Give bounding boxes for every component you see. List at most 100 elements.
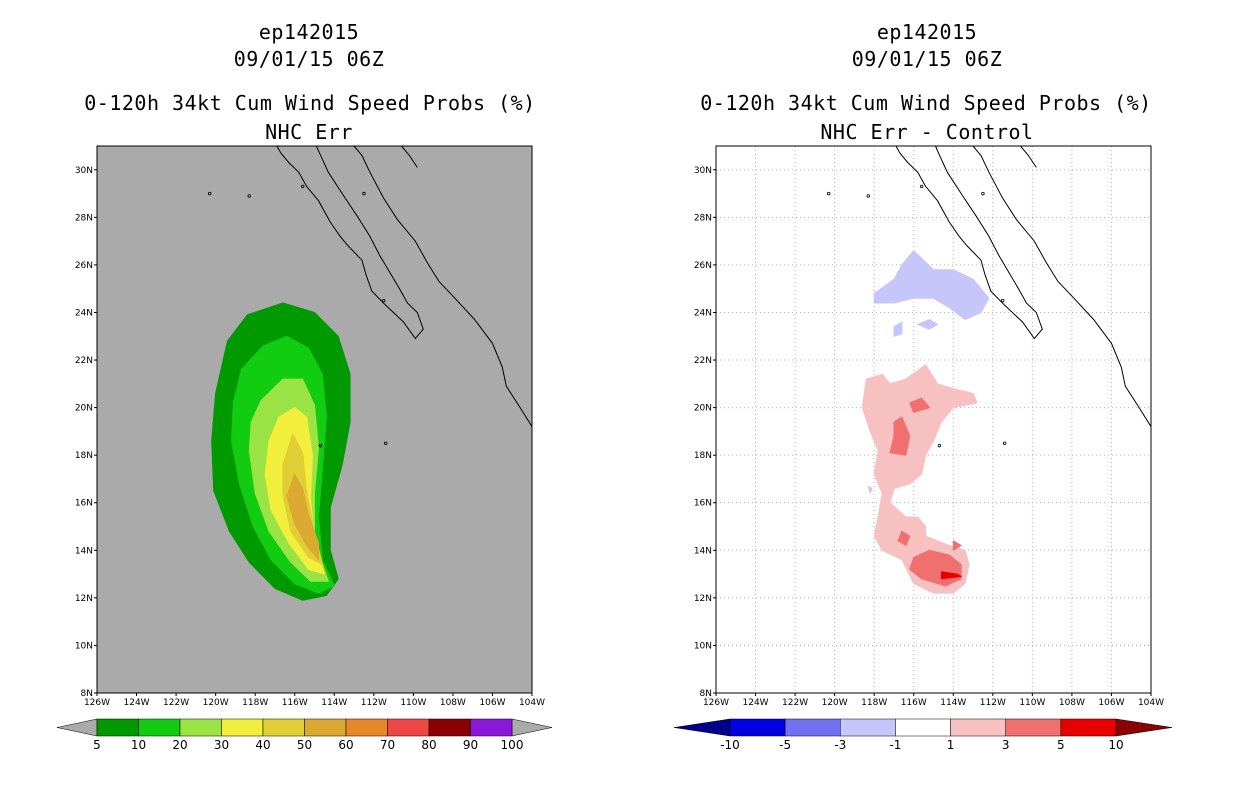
right-contour-2 [893,321,903,337]
right-contour-5 [889,416,911,456]
right-title-line-4: NHC Err - Control [820,120,1034,144]
left-xtick-label: 122W [163,698,189,708]
left-island-5 [318,443,323,448]
left-ytick-label: 24N [75,308,93,318]
right-colorbar-label: -1 [889,738,901,752]
left-island-3 [362,191,366,196]
right-ytick-label: 16N [694,499,712,509]
left-title-line-2: 09/01/15 06Z [233,47,385,71]
right-title-line-3: 0-120h 34kt Cum Wind Speed Probs (%) [700,91,1152,115]
right-island-4 [1001,298,1005,303]
right-plot-area [716,146,1151,693]
right-ytick-label: 14N [694,546,712,556]
right-ytick-label: 12N [694,594,712,604]
right-contour-3 [861,364,978,594]
right-plot-frame [715,145,1152,694]
right-colorbar-label: 10 [1108,738,1123,752]
left-colorbar-label: 80 [421,738,436,752]
left-colorbar-label: 10 [131,738,146,752]
right-xtick-label: 118W [861,698,887,708]
right-xtick-label: 106W [1098,698,1124,708]
left-island-0 [208,191,212,196]
left-coastline-2 [401,146,418,168]
right-ytick-label: 28N [694,213,712,223]
left-colorbar-label: 20 [172,738,187,752]
right-colorbar-right-arrow [1115,718,1173,737]
left-colorbar-label: 5 [93,738,101,752]
left-xtick-label: 124W [124,698,150,708]
right-colorbar-swatch [1005,718,1062,737]
right-ytick-label: 10N [694,641,712,651]
left-ytick-label: 30N [75,166,93,176]
left-xtick-label: 120W [203,698,229,708]
left-xtick-label: 108W [440,698,466,708]
left-xtick-label: 112W [361,698,387,708]
left-xtick-label: 126W [84,698,110,708]
right-colorbar-swatch [784,718,841,737]
left-ytick-label: 26N [75,261,93,271]
left-colorbar-label: 100 [501,738,524,752]
left-ytick-label: 16N [75,499,93,509]
left-ytick-label: 22N [75,356,93,366]
right-island-6 [1002,441,1007,445]
left-ytick-label: 14N [75,546,93,556]
left-colorbar-right-arrow [511,718,553,737]
right-contour-0 [873,250,990,321]
right-xtick-label: 120W [822,698,848,708]
right-xtick-label: 112W [980,698,1006,708]
right-ytick-label: 22N [694,356,712,366]
right-colorbar-swatch [729,718,786,737]
left-ytick-label: 12N [75,594,93,604]
right-contour-8 [897,530,911,546]
left-xtick-label: 104W [519,698,545,708]
left-contour-5 [286,473,319,561]
right-colorbar-label: -10 [720,738,740,752]
left-colorbar-swatch [138,718,181,737]
left-colorbar-label: 40 [255,738,270,752]
right-colorbar-swatch [895,718,951,737]
left-xtick-label: 114W [321,698,347,708]
right-title-line-2: 09/01/15 06Z [851,47,1003,71]
left-island-1 [247,194,251,198]
right-island-3 [981,191,985,196]
left-colorbar-swatch [387,718,430,737]
right-colorbar-label: 3 [1002,738,1010,752]
right-contour-7 [952,540,962,551]
left-ytick-label: 8N [81,689,93,699]
left-colorbar-swatch [262,718,305,737]
right-island-0 [827,191,831,196]
right-coastline-0 [895,146,1043,340]
right-xtick-label: 104W [1138,698,1164,708]
right-colorbar-label: 5 [1057,738,1065,752]
left-colorbar-swatch [470,718,513,737]
right-xtick-label: 116W [901,698,927,708]
right-ytick-label: 8N [700,689,712,699]
right-ytick-label: 26N [694,261,712,271]
right-island-2 [919,184,924,189]
left-title-line-3: 0-120h 34kt Cum Wind Speed Probs (%) [84,91,536,115]
left-colorbar-label: 60 [338,738,353,752]
right-coastline-2 [1020,146,1037,168]
left-coastline-1 [353,146,532,427]
left-colorbar-label: 90 [463,738,478,752]
right-coastline-1 [972,146,1151,427]
right-island-5 [937,443,942,448]
right-colorbar-label: -5 [779,738,791,752]
right-xtick-label: 122W [782,698,808,708]
right-ytick-label: 30N [694,166,712,176]
right-ytick-label: 18N [694,451,712,461]
left-title-line-4: NHC Err [265,120,353,144]
left-island-4 [382,298,386,303]
right-colorbar-swatch [950,718,1006,737]
left-coastline-0 [276,146,424,340]
left-colorbar-left-arrow [56,718,98,737]
left-xtick-label: 118W [242,698,268,708]
right-contour-4 [909,397,930,413]
right-colorbar-swatch [840,718,896,737]
left-xtick-label: 116W [282,698,308,708]
right-ytick-label: 24N [694,308,712,318]
right-contour-9 [940,571,962,580]
right-xtick-label: 110W [1019,698,1045,708]
left-island-2 [300,184,305,189]
